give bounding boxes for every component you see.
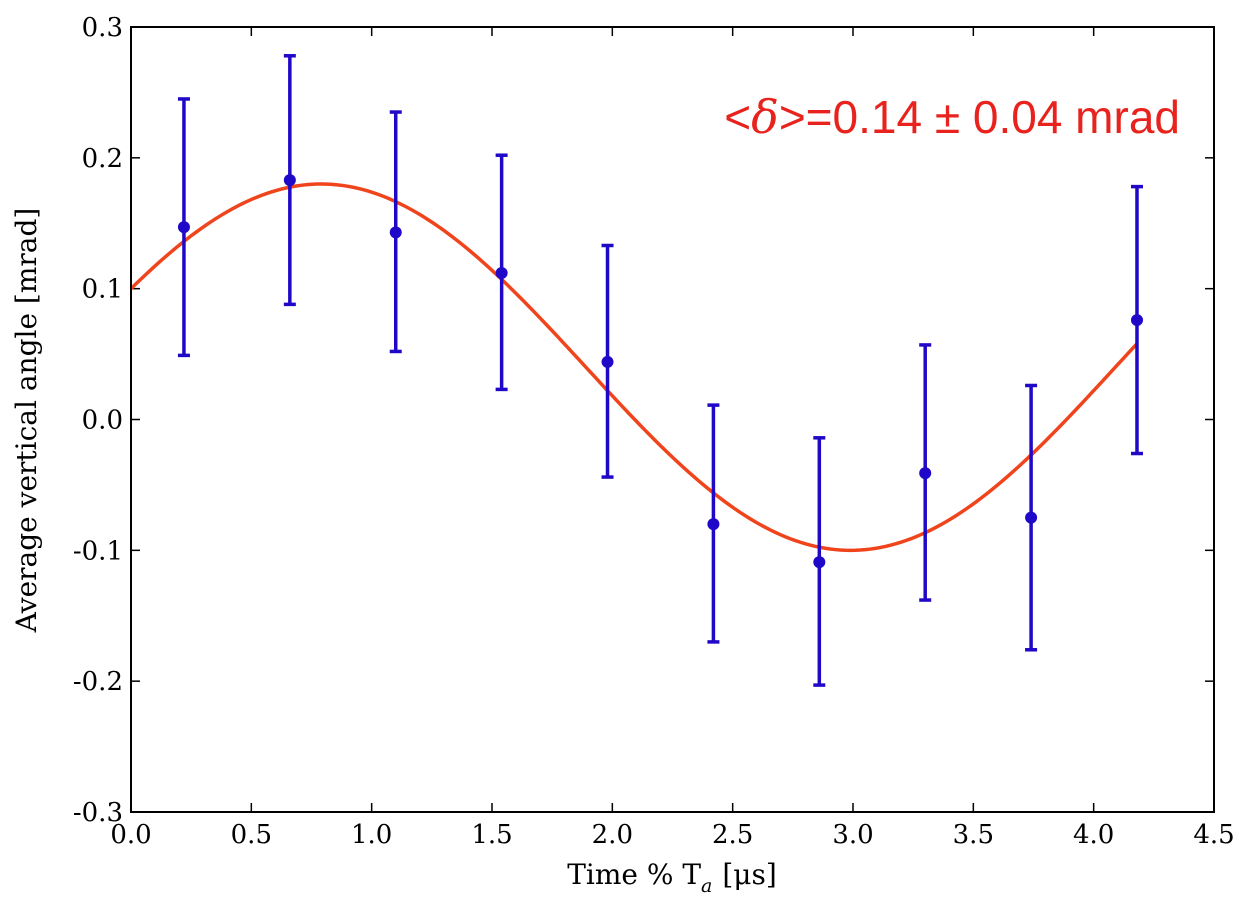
data-point bbox=[707, 518, 720, 531]
y-axis-title: Average vertical angle [mrad] bbox=[10, 208, 43, 634]
x-tick-label: 2.0 bbox=[592, 820, 633, 850]
x-axis-title-subscript: a bbox=[701, 875, 712, 897]
data-point bbox=[813, 556, 826, 569]
ticks-layer bbox=[130, 26, 1215, 813]
x-tick-label: 3.5 bbox=[953, 820, 994, 850]
x-tick-label: 0.0 bbox=[110, 820, 151, 850]
annotation-symbol: δ bbox=[751, 90, 779, 144]
y-tick-label: 0.1 bbox=[82, 275, 123, 305]
x-axis-title: Time % Ta [μs] bbox=[567, 858, 777, 897]
x-axis-title-units: [μs] bbox=[722, 858, 776, 891]
y-tick-label: -0.1 bbox=[73, 536, 123, 566]
annotation-suffix: >=0.14 ± 0.04 mrad bbox=[779, 91, 1180, 143]
data-point bbox=[601, 355, 614, 368]
delta-annotation: <δ>=0.14 ± 0.04 mrad bbox=[724, 90, 1180, 144]
x-tick-label: 4.5 bbox=[1193, 820, 1234, 850]
points-layer bbox=[177, 54, 1143, 687]
data-point bbox=[389, 226, 402, 239]
data-point bbox=[1025, 511, 1038, 524]
x-tick-label: 0.5 bbox=[231, 820, 272, 850]
labels-layer: 0.0 0.5 1.0 1.5 2.0 2.5 3.0 3.5 4.0 4.5 0.3 0.2 0.1 0… bbox=[73, 13, 1235, 850]
data-point bbox=[1130, 314, 1143, 327]
fit-curve bbox=[129, 182, 1139, 553]
x-tick-label: 1.0 bbox=[351, 820, 392, 850]
y-tick-label: -0.3 bbox=[73, 798, 123, 828]
annotation-prefix: < bbox=[724, 91, 751, 143]
data-point bbox=[283, 174, 296, 187]
fit-layer bbox=[129, 182, 1139, 553]
y-tick-label: 0.2 bbox=[82, 144, 123, 174]
data-point bbox=[919, 467, 932, 480]
plot-frame bbox=[130, 26, 1215, 813]
y-tick-label: 0.3 bbox=[82, 13, 123, 43]
x-tick-label: 3.0 bbox=[832, 820, 873, 850]
data-point bbox=[177, 221, 190, 234]
data-point bbox=[495, 266, 508, 279]
y-tick-label: 0.0 bbox=[82, 406, 123, 436]
x-axis-title-main: Time % T bbox=[567, 858, 701, 891]
y-tick-label: -0.2 bbox=[73, 667, 123, 697]
x-tick-label: 4.0 bbox=[1073, 820, 1114, 850]
x-tick-label: 2.5 bbox=[712, 820, 753, 850]
x-tick-label: 1.5 bbox=[471, 820, 512, 850]
